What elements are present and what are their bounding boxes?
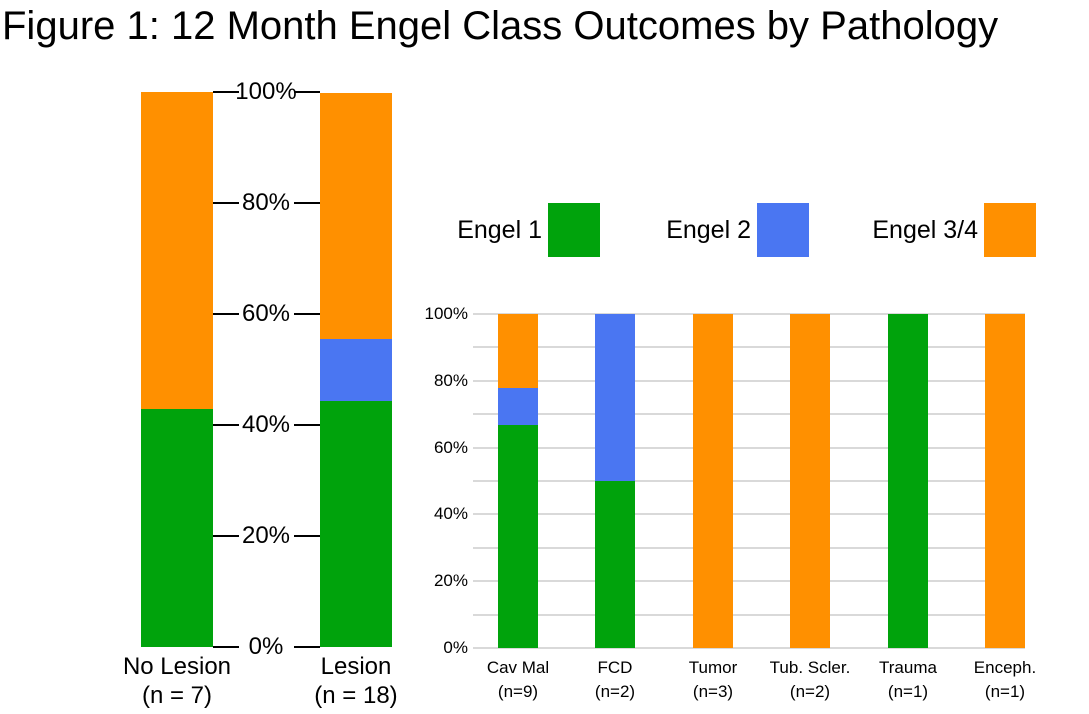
category-label-lesion: Lesion (n = 18) (266, 652, 446, 710)
grid-line (473, 313, 1025, 315)
pathology-bar-segment-engel-3-4-cav-mal (498, 314, 538, 389)
tick-mark (294, 646, 320, 648)
lesion-bar-segment-engel-3-4-no-lesion (141, 92, 213, 409)
category-count: (n=2) (594, 682, 636, 701)
category-name: Cav Mal (486, 658, 550, 677)
legend-label-engel-2: Engel 2 (666, 216, 751, 244)
grid-line (473, 346, 1025, 349)
y-tick-label: 0% (248, 633, 284, 660)
category-label-enceph: Enceph. (n=1) (940, 656, 1070, 704)
y-tick-label: 40% (241, 411, 291, 438)
lesion-bar-segment-engel-1-lesion (320, 400, 392, 647)
category-count: (n=1) (887, 682, 929, 701)
category-count: (n=3) (692, 682, 734, 701)
legend-swatch-engel-3-4 (984, 203, 1036, 257)
pathology-bar-segment-engel-3-4-tumor (693, 314, 733, 648)
tick-mark (213, 535, 239, 537)
tick-mark (294, 424, 320, 426)
pathology-bar-segment-engel-1-cav-mal (498, 425, 538, 648)
category-count: (n=2) (789, 682, 831, 701)
tick-mark (213, 91, 239, 93)
category-label-trauma: Trauma (n=1) (843, 656, 973, 704)
tick-mark (294, 202, 320, 204)
category-name: FCD (597, 658, 633, 677)
tick-mark (213, 202, 239, 204)
pathology-bar-segment-engel-1-trauma (888, 314, 928, 648)
category-label-tumor: Tumor (n=3) (648, 656, 778, 704)
y-tick-label: 80% (241, 189, 291, 216)
y-tick-label: 100% (424, 304, 468, 323)
legend-swatch-engel-1 (548, 203, 600, 257)
grid-line (473, 580, 1025, 583)
category-count: (n=9) (497, 682, 539, 701)
category-label-fcd: FCD (n=2) (550, 656, 680, 704)
category-count: (n=1) (984, 682, 1026, 701)
category-name: Tub. Scler. (769, 658, 851, 677)
pathology-bar-segment-engel-1-fcd (595, 481, 635, 648)
y-tick-label: 60% (433, 437, 468, 457)
tick-mark (294, 535, 320, 537)
grid-line (473, 546, 1025, 549)
grid-line (473, 480, 1025, 482)
legend-swatch-engel-2 (757, 203, 809, 257)
grid-line (473, 413, 1025, 416)
y-tick-label: 100% (235, 78, 297, 105)
pathology-bar-segment-engel-2-fcd (595, 314, 635, 481)
category-name: No Lesion (122, 653, 232, 680)
category-name: Tumor (688, 658, 738, 677)
figure-title: Figure 1: 12 Month Engel Class Outcomes … (2, 4, 999, 48)
pathology-bar-segment-engel-2-cav-mal (498, 388, 538, 426)
legend-label-engel-1: Engel 1 (457, 216, 542, 244)
category-label-tub-scler: Tub. Scler. (n=2) (745, 656, 875, 704)
y-tick-label: 20% (241, 522, 291, 549)
grid-line (473, 379, 1025, 382)
tick-mark (213, 313, 239, 315)
tick-mark (213, 646, 239, 648)
grid-line (473, 647, 1025, 649)
category-name: Enceph. (973, 658, 1037, 677)
tick-mark (294, 313, 320, 315)
y-tick-label: 80% (433, 370, 468, 390)
pathology-bar-segment-engel-3-4-enceph (985, 314, 1025, 648)
tick-mark (213, 424, 239, 426)
y-tick-label: 60% (241, 300, 291, 327)
y-tick-label: 40% (433, 504, 468, 524)
category-count: (n = 7) (141, 682, 213, 709)
category-count: (n = 18) (314, 682, 398, 709)
category-label-cav-mal: Cav Mal (n=9) (453, 656, 583, 704)
y-tick-label: 20% (433, 571, 468, 591)
category-name: Trauma (879, 658, 937, 677)
lesion-bar-segment-engel-3-4-lesion (320, 92, 392, 339)
category-label-no-lesion: No Lesion (n = 7) (87, 652, 267, 710)
pathology-bar-segment-engel-3-4-tub-scler (790, 314, 830, 648)
grid-line (473, 613, 1025, 616)
legend-label-engel-3-4: Engel 3/4 (872, 216, 978, 244)
lesion-bar-segment-engel-1-no-lesion (141, 408, 213, 647)
y-tick-label: 0% (443, 638, 468, 657)
tick-mark (294, 91, 320, 93)
category-name: Lesion (320, 653, 392, 680)
lesion-bar-segment-engel-2-lesion (320, 338, 392, 401)
grid-line (473, 513, 1025, 516)
grid-line (473, 446, 1025, 449)
